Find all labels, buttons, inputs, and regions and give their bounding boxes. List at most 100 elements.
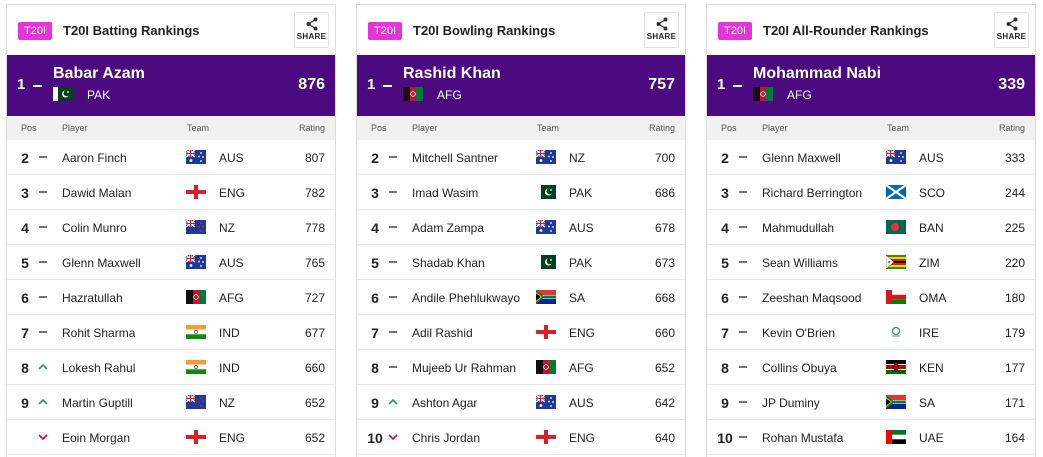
- table-row[interactable]: 6 Zeeshan Maqsood OMA 180: [707, 280, 1035, 315]
- player-name[interactable]: Kevin O'Brien: [762, 326, 835, 340]
- table-row[interactable]: 2 Aaron Finch AUS 807: [7, 140, 335, 175]
- player-rating: 678: [654, 221, 675, 235]
- table-row[interactable]: 8 Mujeeb Ur Rahman AFG 652: [357, 350, 685, 385]
- player-rating: 220: [1004, 256, 1025, 270]
- aus-flag-icon: [536, 395, 556, 409]
- ken-flag-icon: [886, 360, 906, 374]
- table-row[interactable]: 8 Lokesh Rahul IND 660: [7, 350, 335, 385]
- column-rating: Rating: [998, 123, 1025, 133]
- row-position: 4: [21, 220, 29, 236]
- team-code: SA: [919, 396, 936, 410]
- player-name[interactable]: Andile Phehlukwayo: [412, 291, 521, 305]
- player-rating: 765: [304, 256, 325, 270]
- table-row[interactable]: 3 Imad Wasim PAK 686: [357, 175, 685, 210]
- table-row[interactable]: 5 Shadab Khan PAK 673: [357, 245, 685, 280]
- player-name[interactable]: Glenn Maxwell: [762, 151, 841, 165]
- player-name[interactable]: Sean Williams: [762, 256, 839, 270]
- player-rating: 686: [654, 186, 675, 200]
- leader-row[interactable]: 1 Rashid Khan AFG 757: [357, 55, 685, 116]
- table-row[interactable]: 7 Rohit Sharma IND 677: [7, 315, 335, 350]
- leader-name[interactable]: Babar Azam: [53, 65, 145, 82]
- player-rating: 177: [1004, 361, 1025, 375]
- table-row[interactable]: 7 Adil Rashid ENG 660: [357, 315, 685, 350]
- player-name[interactable]: Lokesh Rahul: [62, 361, 136, 375]
- panel-title: T20I All-Rounder Rankings: [763, 23, 929, 38]
- table-row[interactable]: 5 Glenn Maxwell AUS 765: [7, 245, 335, 280]
- leader-rating: 876: [298, 76, 325, 93]
- player-name[interactable]: Shadab Khan: [412, 256, 485, 270]
- player-name[interactable]: Ashton Agar: [412, 396, 478, 410]
- share-icon: [1006, 17, 1017, 31]
- leader-row[interactable]: 1 Mohammad Nabi AFG 339: [707, 55, 1035, 116]
- table-row[interactable]: 9 Martin Guptill NZ 652: [7, 385, 335, 420]
- share-button[interactable]: SHARE: [644, 12, 679, 48]
- share-button[interactable]: SHARE: [294, 12, 329, 48]
- table-row[interactable]: 3 Dawid Malan ENG 782: [7, 175, 335, 210]
- rank-unchanged-icon: [389, 191, 397, 193]
- table-row[interactable]: 3 Richard Berrington SCO 244: [707, 175, 1035, 210]
- share-button[interactable]: SHARE: [994, 12, 1029, 48]
- player-rating: 727: [304, 291, 325, 305]
- player-name[interactable]: Aaron Finch: [62, 151, 127, 165]
- rank-unchanged-icon: [389, 226, 397, 228]
- player-name[interactable]: Zeeshan Maqsood: [762, 291, 862, 305]
- player-name[interactable]: Mitchell Santner: [412, 151, 499, 165]
- table-row[interactable]: 2 Mitchell Santner NZ 700: [357, 140, 685, 175]
- player-name[interactable]: Dawid Malan: [62, 186, 132, 200]
- table-row[interactable]: 10 Chris Jordan ENG 640: [357, 420, 685, 455]
- player-name[interactable]: Rohan Mustafa: [762, 431, 844, 445]
- table-row[interactable]: 8 Collins Obuya KEN 177: [707, 350, 1035, 385]
- row-position: 7: [721, 325, 729, 341]
- player-name[interactable]: Adam Zampa: [412, 221, 485, 235]
- player-name[interactable]: JP Duminy: [762, 396, 820, 410]
- table-row[interactable]: 2 Glenn Maxwell AUS 333: [707, 140, 1035, 175]
- leader-row[interactable]: 1 Babar Azam PAK 876: [7, 55, 335, 116]
- column-team: Team: [887, 123, 910, 133]
- table-row[interactable]: 4 Colin Munro NZ 778: [7, 210, 335, 245]
- afg-flag-icon: [753, 87, 773, 101]
- column-headers: Pos Player Team Rating: [7, 116, 335, 140]
- leader-name[interactable]: Rashid Khan: [403, 65, 501, 82]
- row-position: 6: [21, 290, 29, 306]
- player-name[interactable]: Hazratullah: [62, 291, 123, 305]
- aus-flag-icon: [886, 150, 906, 164]
- player-name[interactable]: Collins Obuya: [762, 361, 837, 375]
- player-name[interactable]: Imad Wasim: [412, 186, 479, 200]
- table-row[interactable]: 9 Ashton Agar AUS 642: [357, 385, 685, 420]
- table-row[interactable]: 4 Adam Zampa AUS 678: [357, 210, 685, 245]
- player-rating: 180: [1004, 291, 1025, 305]
- player-name[interactable]: Mujeeb Ur Rahman: [412, 361, 517, 375]
- rank-unchanged-icon: [389, 331, 397, 333]
- table-row[interactable]: 4 Mahmudullah BAN 225: [707, 210, 1035, 245]
- rankings-panel: T20I T20I Batting Rankings SHARE 1 Babar Aza…: [6, 4, 336, 457]
- column-rating: Rating: [298, 123, 325, 133]
- player-name[interactable]: Glenn Maxwell: [62, 256, 141, 270]
- table-row[interactable]: 5 Sean Williams ZIM 220: [707, 245, 1035, 280]
- rank-unchanged-icon: [33, 85, 42, 87]
- player-name[interactable]: Colin Munro: [62, 221, 127, 235]
- player-name[interactable]: Adil Rashid: [412, 326, 473, 340]
- player-name[interactable]: Martin Guptill: [62, 396, 133, 410]
- team-code: ZIM: [919, 256, 940, 270]
- table-row[interactable]: 10 Rohan Mustafa UAE 164: [707, 420, 1035, 455]
- afg-flag-icon: [186, 290, 206, 304]
- player-name[interactable]: Chris Jordan: [412, 431, 481, 445]
- table-row[interactable]: Eoin Morgan ENG 652: [7, 420, 335, 455]
- rank-unchanged-icon: [739, 156, 747, 158]
- player-name[interactable]: Eoin Morgan: [62, 431, 131, 445]
- row-position: 5: [371, 255, 379, 271]
- team-code: AUS: [219, 256, 244, 270]
- sa-flag-icon: [886, 395, 906, 409]
- player-name[interactable]: Rohit Sharma: [62, 326, 136, 340]
- player-name[interactable]: Mahmudullah: [762, 221, 835, 235]
- table-row[interactable]: 6 Andile Phehlukwayo SA 668: [357, 280, 685, 315]
- leader-name[interactable]: Mohammad Nabi: [753, 65, 882, 82]
- table-row[interactable]: 9 JP Duminy SA 171: [707, 385, 1035, 420]
- sco-flag-icon: [886, 185, 906, 199]
- table-row[interactable]: 7 Kevin O'Brien IRE 179: [707, 315, 1035, 350]
- table-row[interactable]: 6 Hazratullah AFG 727: [7, 280, 335, 315]
- player-name[interactable]: Richard Berrington: [762, 186, 863, 200]
- player-rating: 660: [304, 361, 325, 375]
- team-code: UAE: [919, 431, 944, 445]
- aus-flag-icon: [536, 150, 556, 164]
